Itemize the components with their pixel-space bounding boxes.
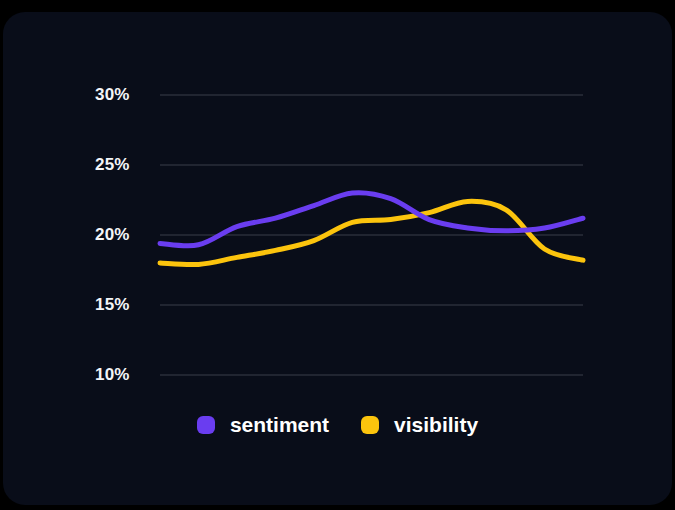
y-tick-label: 20% [95,226,129,244]
legend-swatch-visibility-icon [361,416,379,434]
legend-item-visibility[interactable]: visibility [361,413,478,437]
legend-label-visibility: visibility [394,413,478,437]
y-tick-label: 25% [95,156,129,174]
legend-swatch-sentiment-icon [197,416,215,434]
chart-widget: 30% 25% 20% 15% 10% sentiment visibility [0,0,675,510]
legend-label-sentiment: sentiment [230,413,329,437]
y-tick-label: 10% [95,366,129,384]
y-tick-label: 30% [95,86,129,104]
y-tick-label: 15% [95,296,129,314]
chart-legend: sentiment visibility [0,413,675,437]
legend-item-sentiment[interactable]: sentiment [197,413,329,437]
